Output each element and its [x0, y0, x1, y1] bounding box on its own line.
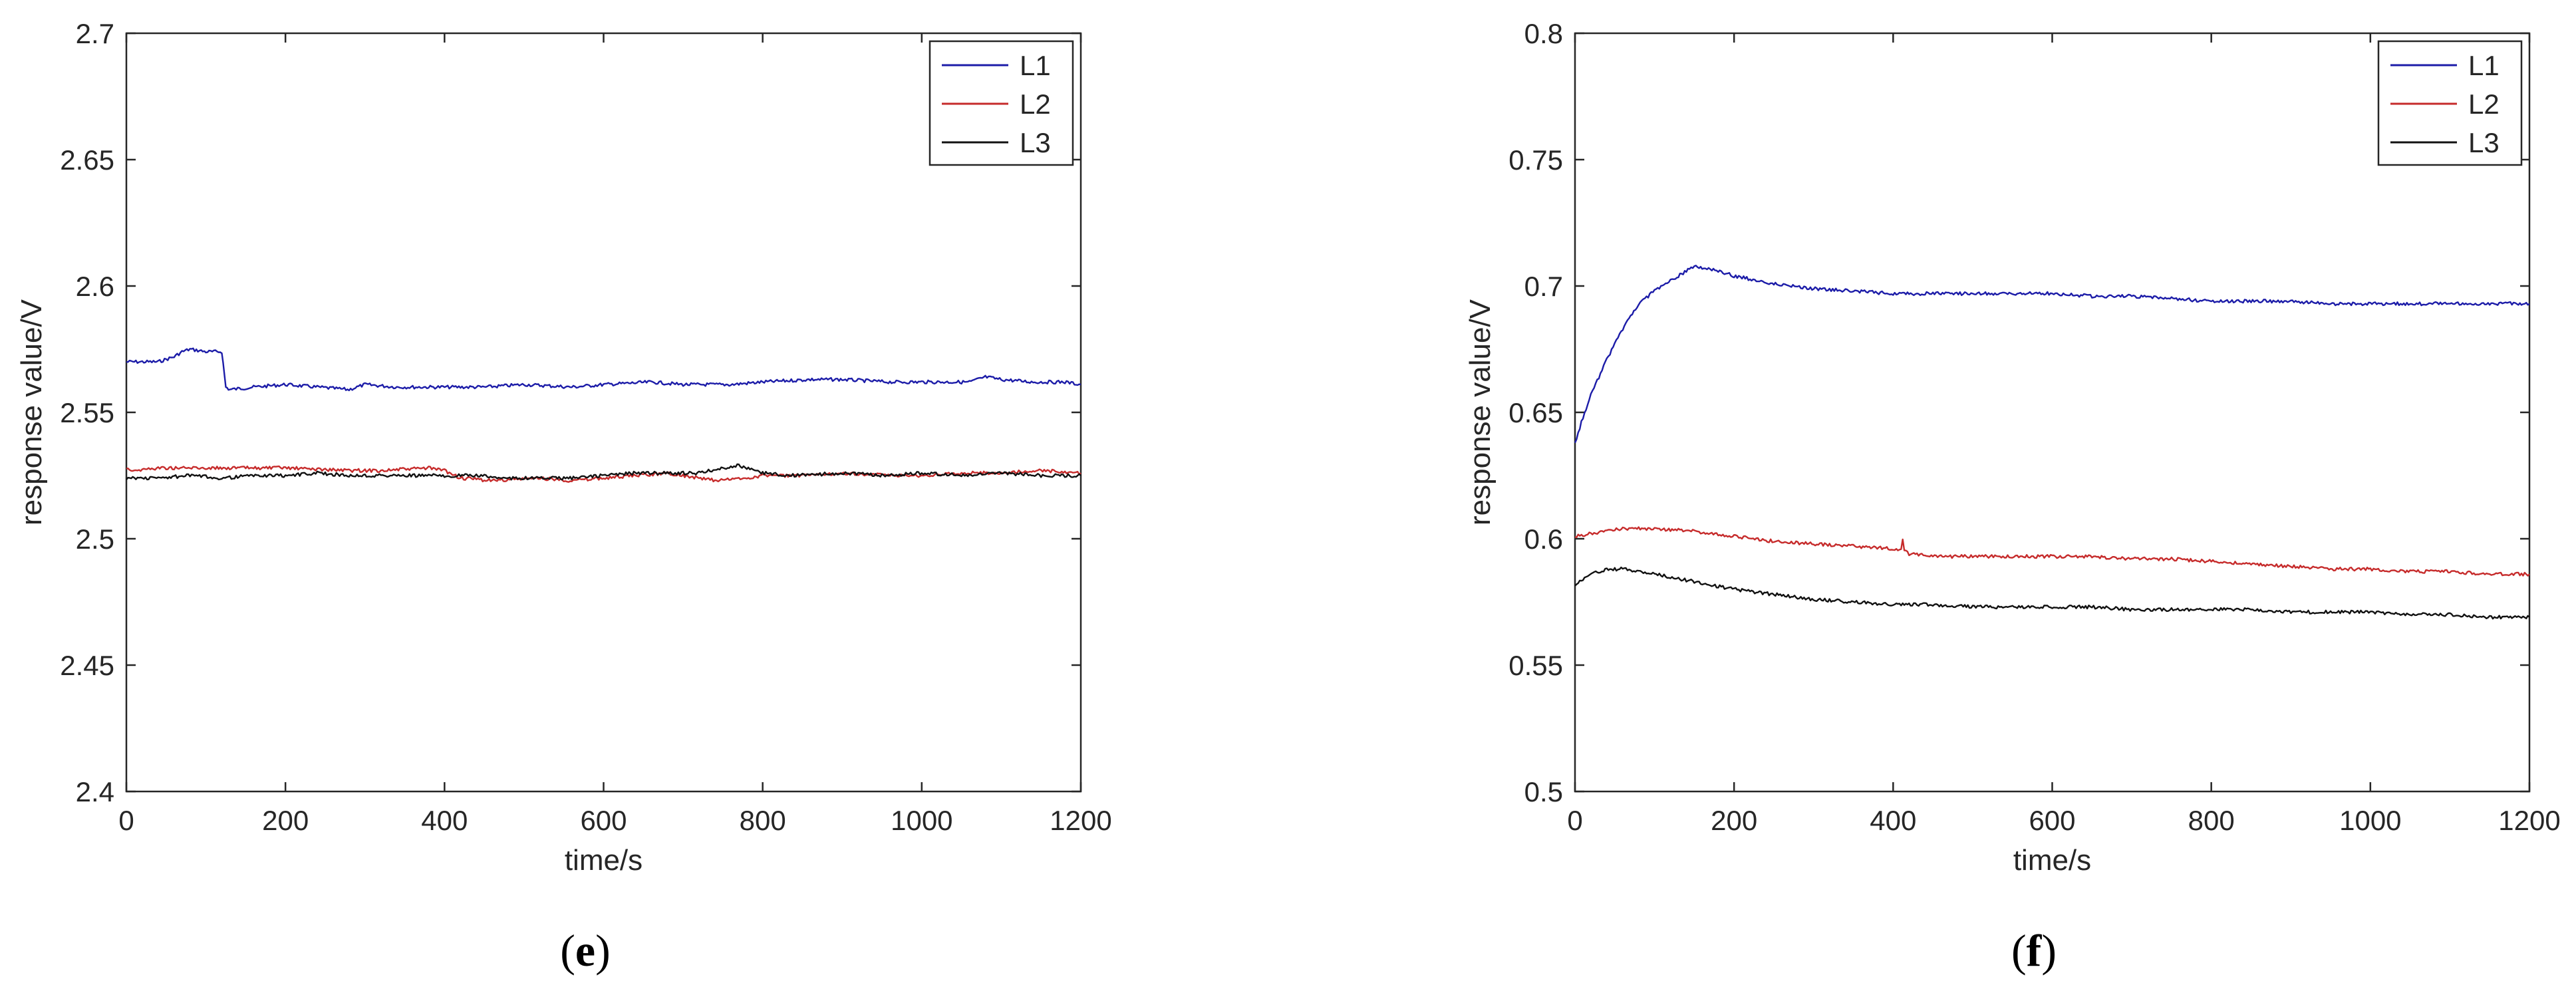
y-tick-label: 2.65	[60, 144, 114, 176]
x-tick-label: 1200	[1050, 805, 1111, 836]
legend-label-L1: L1	[2468, 50, 2500, 81]
chart-panel-f: 0 200 400 600 800 1000 1200 0.5 0.55 0.6 0.65 0.7 0.…	[1464, 18, 2561, 877]
x-tick-label: 0	[1567, 805, 1582, 836]
x-tick-label: 1200	[2498, 805, 2560, 836]
y-tick-label: 2.7	[76, 18, 114, 49]
x-tick-label: 400	[421, 805, 468, 836]
series-line-L1	[1574, 265, 2530, 444]
x-axis-label: time/s	[2013, 844, 2091, 877]
legend-label-L2: L2	[2468, 88, 2500, 120]
caption-open-paren: (	[2011, 925, 2027, 976]
panel-caption-e: (e)	[519, 925, 652, 977]
y-tick-label: 0.6	[1524, 523, 1563, 555]
legend-label-L2: L2	[1020, 88, 1051, 120]
legend: L1 L2 L3	[929, 40, 1074, 166]
x-tick-label: 1000	[891, 805, 952, 836]
legend: L1 L2 L3	[2377, 40, 2523, 166]
chart-panel-e: 0 200 400 600 800 1000 1200 2.4 2.45 2.5 2.55 2.6 2.…	[15, 18, 1112, 877]
x-tick-label: 200	[262, 805, 309, 836]
caption-letter-e: e	[575, 925, 596, 976]
x-tick-label: 200	[1711, 805, 1757, 836]
series-line-L3	[1574, 566, 2530, 620]
x-tick-label: 400	[1870, 805, 1916, 836]
x-tick-label: 800	[2188, 805, 2235, 836]
caption-close-paren: )	[2041, 925, 2057, 976]
y-tick-label: 0.65	[1508, 397, 1563, 428]
x-tick-label: 0	[118, 805, 134, 836]
y-tick-label: 0.55	[1508, 650, 1563, 681]
legend-label-L1: L1	[1020, 50, 1051, 81]
legend-label-L3: L3	[1020, 127, 1051, 158]
y-tick-label: 0.7	[1524, 271, 1563, 302]
x-tick-label: 600	[2029, 805, 2075, 836]
y-tick-label: 2.45	[60, 650, 114, 681]
caption-letter-f: f	[2026, 925, 2042, 976]
y-axis-label: response value/V	[1464, 299, 1497, 525]
x-tick-label: 800	[740, 805, 786, 836]
x-tick-label: 1000	[2339, 805, 2401, 836]
x-tick-label: 600	[580, 805, 627, 836]
series-line-L2	[1574, 526, 2530, 577]
y-tick-label: 2.55	[60, 397, 114, 428]
y-axis-label: response value/V	[15, 299, 48, 525]
legend-label-L3: L3	[2468, 127, 2500, 158]
y-tick-label: 0.8	[1524, 18, 1563, 49]
caption-open-paren: (	[560, 925, 575, 976]
y-tick-label: 0.5	[1524, 776, 1563, 807]
y-tick-label: 2.4	[76, 776, 114, 807]
y-tick-label: 2.5	[76, 523, 114, 555]
x-axis-label: time/s	[565, 844, 643, 877]
series-line-L3	[126, 463, 1081, 481]
y-tick-label: 2.6	[76, 271, 114, 302]
caption-close-paren: )	[595, 925, 611, 976]
series-line-L2	[126, 465, 1081, 483]
y-tick-label: 0.75	[1508, 144, 1563, 176]
panel-caption-f: (f)	[1967, 925, 2100, 977]
series-line-L1	[126, 347, 1081, 392]
